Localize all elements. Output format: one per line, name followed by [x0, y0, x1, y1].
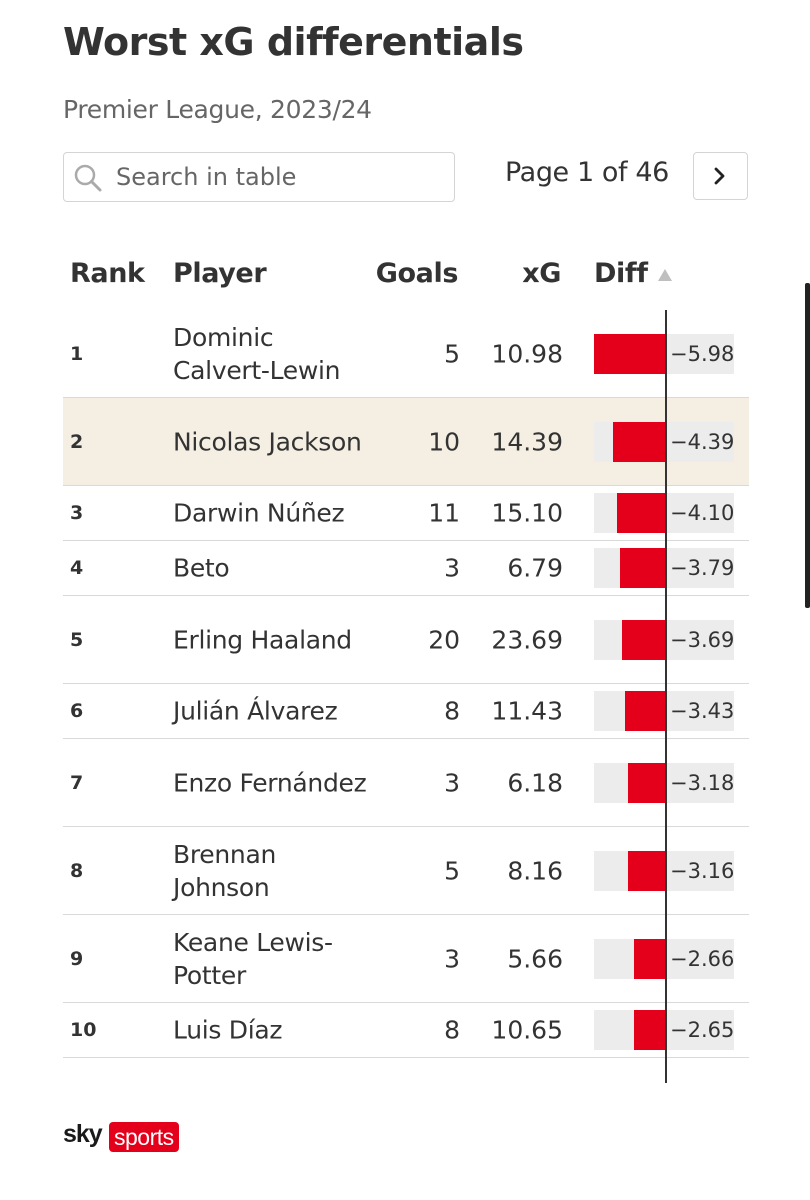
column-header-xg[interactable]: xG — [522, 258, 561, 289]
chevron-right-icon — [714, 167, 725, 185]
player-cell: Beto — [173, 553, 230, 583]
xg-cell: 14.39 — [491, 427, 563, 456]
player-cell: Nicolas Jackson — [173, 427, 362, 456]
diff-value-label: −5.98 — [670, 341, 735, 366]
player-cell: Enzo Fernández — [173, 768, 367, 797]
rank-cell: 9 — [70, 947, 84, 970]
rank-cell: 6 — [70, 700, 84, 722]
goals-cell: 3 — [444, 944, 460, 973]
table-row: 8 Brennan Johnson 5 8.16 −3.16 — [63, 827, 749, 915]
table-row: 7 Enzo Fernández 3 6.18 −3.18 — [63, 739, 749, 827]
rank-cell: 4 — [70, 557, 84, 579]
diff-bar-track: −4.39 — [594, 421, 735, 462]
xg-cell: 6.79 — [507, 553, 563, 583]
table-row: 9 Keane Lewis-Potter 3 5.66 −2.66 — [63, 915, 749, 1003]
player-cell: Erling Haaland — [173, 625, 352, 654]
diff-bar — [624, 691, 666, 731]
diff-value-label: −3.16 — [670, 858, 735, 883]
table-row: 4 Beto 3 6.79 −3.79 — [63, 541, 749, 596]
table-row: 6 Julián Álvarez 8 11.43 −3.43 — [63, 684, 749, 739]
sort-ascending-icon[interactable] — [657, 268, 673, 282]
diff-bar-track: −3.69 — [594, 619, 735, 660]
goals-cell: 5 — [444, 339, 460, 368]
player-cell: Brennan Johnson — [173, 839, 277, 902]
diff-bar — [627, 762, 666, 803]
goals-cell: 5 — [444, 856, 460, 885]
diff-value-label: −3.43 — [670, 699, 735, 723]
xg-cell: 8.16 — [507, 856, 563, 885]
player-cell: Darwin Núñez — [173, 498, 345, 528]
diff-bar — [627, 850, 666, 891]
rank-cell: 1 — [70, 342, 84, 365]
rank-cell: 7 — [70, 771, 84, 794]
diff-value-label: −4.10 — [670, 501, 735, 525]
search-box[interactable] — [63, 152, 455, 202]
diff-bar-track: −3.79 — [594, 548, 734, 588]
diff-bar — [620, 548, 666, 588]
diff-bar-track: −5.98 — [594, 333, 735, 374]
diff-bar-track: −3.18 — [594, 762, 735, 803]
logo-sky-text: sky — [63, 1120, 103, 1148]
diff-bar-track: −3.43 — [594, 691, 734, 731]
diff-bar-track: −2.65 — [594, 1010, 734, 1050]
goals-cell: 3 — [444, 768, 460, 797]
diff-value-label: −3.69 — [670, 627, 735, 652]
search-input[interactable] — [116, 159, 436, 195]
diff-value-label: −3.79 — [670, 556, 735, 580]
player-cell: Dominic Calvert-Lewin — [173, 322, 341, 385]
diff-value-label: −4.39 — [670, 429, 735, 454]
diff-bar-track: −4.10 — [594, 493, 734, 533]
xg-cell: 11.43 — [491, 696, 563, 726]
chart-subtitle: Premier League, 2023/24 — [63, 95, 372, 124]
player-cell: Keane Lewis-Potter — [173, 927, 333, 990]
column-header-diff[interactable]: Diff — [594, 258, 648, 289]
table-row: 1 Dominic Calvert-Lewin 5 10.98 −5.98 — [63, 310, 749, 398]
pagination-label: Page 1 of 46 — [505, 157, 669, 188]
xg-cell: 23.69 — [491, 625, 563, 654]
rank-cell: 8 — [70, 859, 84, 882]
goals-cell: 11 — [428, 498, 460, 528]
next-page-button[interactable] — [693, 152, 748, 200]
goals-cell: 3 — [444, 553, 460, 583]
diff-bar — [633, 938, 666, 979]
rank-cell: 3 — [70, 502, 84, 524]
diff-bar-track: −3.16 — [594, 850, 735, 891]
diff-value-label: −2.65 — [670, 1018, 735, 1042]
diff-bar — [616, 493, 666, 533]
xg-cell: 5.66 — [507, 944, 563, 973]
table-row: 5 Erling Haaland 20 23.69 −3.69 — [63, 596, 749, 684]
xg-cell: 10.65 — [491, 1015, 563, 1045]
column-header-goals[interactable]: Goals — [375, 258, 459, 289]
xg-cell: 10.98 — [491, 339, 563, 368]
xg-cell: 6.18 — [507, 768, 563, 797]
diff-bar — [613, 421, 666, 462]
table-row: 3 Darwin Núñez 11 15.10 −4.10 — [63, 486, 749, 541]
xg-cell: 15.10 — [491, 498, 563, 528]
diff-bar — [594, 333, 666, 374]
diff-bar — [621, 619, 666, 660]
diff-value-label: −2.66 — [670, 946, 735, 971]
column-header-player[interactable]: Player — [173, 258, 267, 289]
logo-sports-text: sports — [109, 1122, 179, 1152]
table-row: 10 Luis Díaz 8 10.65 −2.65 — [63, 1003, 749, 1058]
column-header-rank[interactable]: Rank — [70, 258, 145, 289]
diff-bar — [634, 1010, 666, 1050]
rank-cell: 2 — [70, 430, 84, 453]
rank-cell: 10 — [70, 1019, 97, 1041]
goals-cell: 8 — [444, 1015, 460, 1045]
table-body: 1 Dominic Calvert-Lewin 5 10.98 −5.98 2 Nicola… — [63, 310, 749, 1058]
goals-cell: 20 — [428, 625, 460, 654]
player-cell: Julián Álvarez — [173, 696, 338, 726]
goals-cell: 10 — [428, 427, 460, 456]
chart-title: Worst xG differentials — [63, 20, 524, 64]
rank-cell: 5 — [70, 628, 84, 651]
diff-bar-track: −2.66 — [594, 938, 735, 979]
goals-cell: 8 — [444, 696, 460, 726]
table-row: 2 Nicolas Jackson 10 14.39 −4.39 — [63, 398, 749, 486]
diff-zero-axis — [665, 310, 667, 1083]
diff-value-label: −3.18 — [670, 770, 735, 795]
player-cell: Luis Díaz — [173, 1015, 283, 1045]
scrollbar[interactable] — [805, 283, 810, 608]
search-icon — [74, 164, 102, 192]
